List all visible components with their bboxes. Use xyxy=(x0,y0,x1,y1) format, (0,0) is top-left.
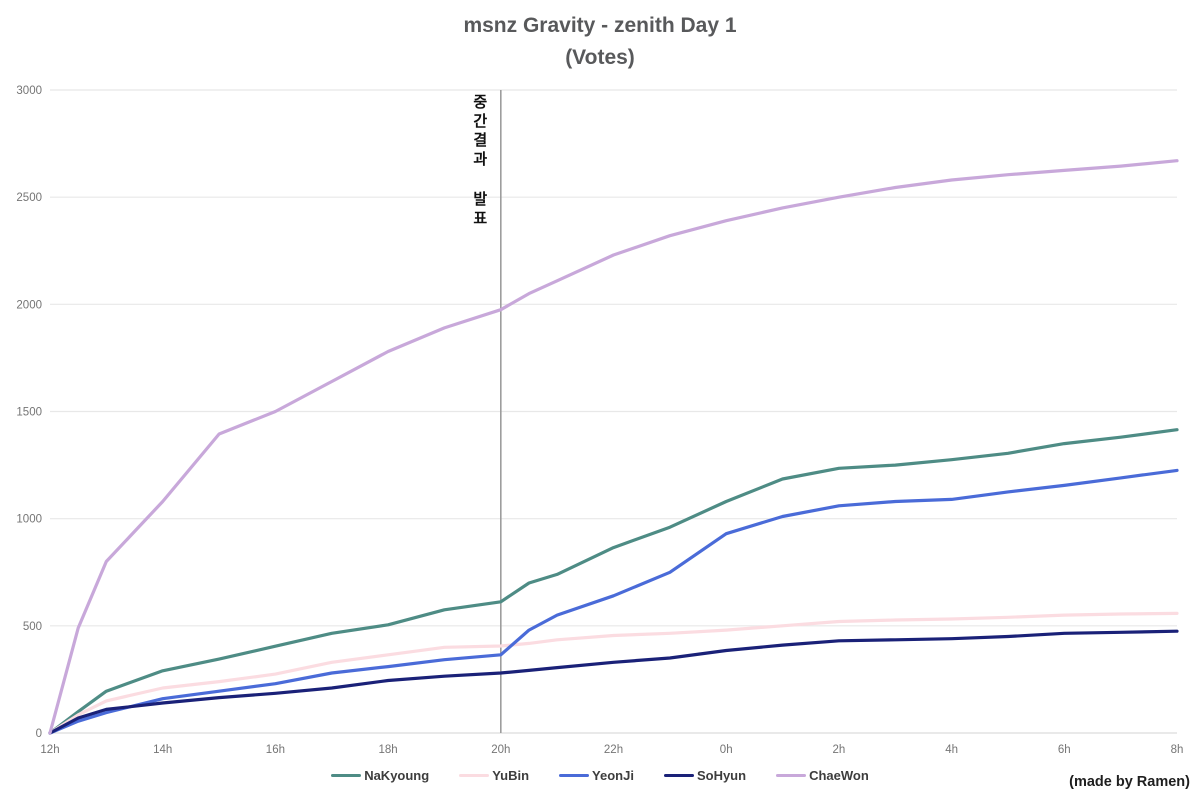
y-tick-label: 1500 xyxy=(16,407,42,419)
chart-legend: NaKyoung YuBin YeonJi SoHyun ChaeWon xyxy=(0,768,1200,783)
y-tick-label: 2500 xyxy=(16,192,42,204)
x-tick-label: 6h xyxy=(1058,744,1071,756)
series-line-sohyun xyxy=(48,629,1179,735)
midterm-announcement-label: 중간결과 발표 xyxy=(470,94,488,229)
x-tick-label: 14h xyxy=(153,744,172,756)
legend-label: YuBin xyxy=(492,768,530,783)
chart-title: msnz Gravity - zenith Day 1 (Votes) xyxy=(0,10,1200,74)
series-line-yeonji xyxy=(48,468,1179,735)
x-tick-label: 18h xyxy=(379,744,398,756)
x-tick-label: 22h xyxy=(604,744,623,756)
y-tick-label: 0 xyxy=(36,728,42,740)
legend-label: YeonJi xyxy=(592,768,634,783)
x-tick-label: 4h xyxy=(945,744,958,756)
chart-title-line1: msnz Gravity - zenith Day 1 xyxy=(463,14,737,37)
legend-swatch-icon xyxy=(331,774,362,777)
legend-item-nakyoung: NaKyoung xyxy=(331,768,429,783)
legend-swatch-icon xyxy=(663,774,694,777)
x-tick-label: 20h xyxy=(491,744,510,756)
legend-item-yeonji: YeonJi xyxy=(559,768,634,783)
series-line-yubin xyxy=(48,611,1179,735)
series-line-chaewon xyxy=(48,159,1179,735)
legend-label: SoHyun xyxy=(696,768,747,783)
y-tick-label: 1000 xyxy=(16,514,42,526)
legend-item-yubin: YuBin xyxy=(459,768,529,783)
x-tick-label: 2h xyxy=(833,744,846,756)
y-tick-label: 500 xyxy=(23,621,42,633)
y-tick-label: 3000 xyxy=(16,85,42,97)
legend-item-chaewon: ChaeWon xyxy=(776,768,869,783)
x-tick-label: 12h xyxy=(40,744,59,756)
x-tick-label: 8h xyxy=(1171,744,1184,756)
legend-label: NaKyoung xyxy=(364,768,430,783)
credit-text: (made by Ramen) xyxy=(1069,774,1190,790)
y-tick-label: 2000 xyxy=(16,299,42,311)
chart-title-line2: (Votes) xyxy=(565,46,635,69)
legend-item-sohyun: SoHyun xyxy=(663,768,747,783)
legend-swatch-icon xyxy=(776,774,807,777)
series-line-nakyoung xyxy=(48,428,1179,735)
legend-label: ChaeWon xyxy=(809,768,869,783)
x-tick-label: 16h xyxy=(266,744,285,756)
legend-swatch-icon xyxy=(559,774,590,777)
x-tick-label: 0h xyxy=(720,744,733,756)
legend-swatch-icon xyxy=(459,774,490,777)
